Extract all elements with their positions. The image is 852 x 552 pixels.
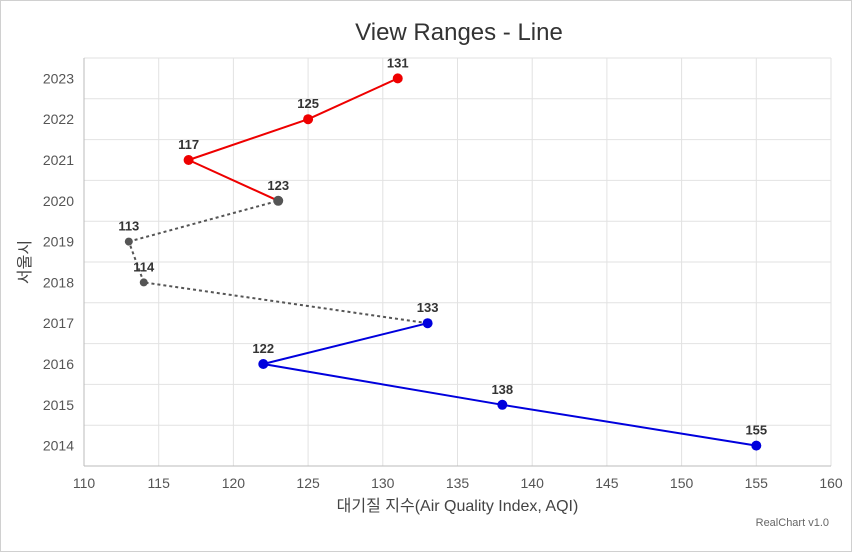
series-segment <box>307 77 399 121</box>
x-tick-label: 150 <box>670 475 694 491</box>
data-label: 113 <box>118 219 139 234</box>
series-segment <box>128 199 279 243</box>
x-tick-label: 155 <box>745 475 769 491</box>
series-lines <box>127 77 757 447</box>
y-tick-label: 2015 <box>43 397 74 413</box>
data-point[interactable] <box>497 399 508 410</box>
credit-label: RealChart v1.0 <box>755 517 829 529</box>
series-segment <box>188 118 309 161</box>
data-label: 123 <box>267 178 289 193</box>
data-label: 125 <box>297 96 319 111</box>
x-axis-title: 대기질 지수(Air Quality Index, AQI) <box>337 497 579 515</box>
data-point[interactable] <box>258 359 269 369</box>
chart-title: View Ranges - Line <box>355 19 563 46</box>
y-tick-label: 2014 <box>43 438 74 454</box>
data-label: 114 <box>133 259 155 274</box>
data-point[interactable] <box>751 440 762 451</box>
x-tick-label: 110 <box>73 475 96 491</box>
series-segment <box>127 241 145 283</box>
data-point[interactable] <box>273 195 284 206</box>
x-tick-labels: 110 115 120 125 130 135 140 145 150 155 160 <box>73 475 843 491</box>
data-point[interactable] <box>183 155 194 165</box>
x-tick-label: 115 <box>148 475 171 491</box>
series-points <box>124 73 762 451</box>
grid <box>83 57 832 467</box>
data-label: 133 <box>417 300 439 315</box>
y-tick-labels: 2014 2015 2016 2017 2018 2019 2020 2021 2022 2023 <box>43 70 74 453</box>
x-tick-label: 125 <box>296 475 320 491</box>
y-tick-label: 2018 <box>43 274 74 290</box>
y-axis-title: 서울시 <box>16 240 34 284</box>
y-tick-label: 2023 <box>43 70 74 86</box>
series-segment <box>263 322 428 365</box>
data-point[interactable] <box>422 318 433 329</box>
y-tick-label: 2016 <box>43 356 74 372</box>
x-tick-label: 140 <box>521 475 545 491</box>
x-tick-label: 120 <box>222 475 246 491</box>
data-point[interactable] <box>303 114 314 125</box>
data-label: 131 <box>387 55 409 70</box>
data-point[interactable] <box>124 237 133 246</box>
data-point[interactable] <box>139 278 148 287</box>
series-segment <box>188 159 279 202</box>
x-tick-label: 160 <box>819 475 843 491</box>
x-tick-label: 135 <box>446 475 470 491</box>
y-tick-label: 2017 <box>43 315 74 331</box>
x-tick-label: 130 <box>371 475 395 491</box>
y-tick-label: 2020 <box>43 193 74 209</box>
data-point[interactable] <box>392 73 403 84</box>
y-tick-label: 2022 <box>43 111 74 127</box>
series-segment <box>263 363 503 406</box>
data-labels: 155 138 122 133 114 113 123 117 125 131 <box>118 55 767 437</box>
series-segment <box>502 403 757 447</box>
y-tick-label: 2019 <box>43 234 74 250</box>
data-label: 138 <box>491 382 513 397</box>
y-tick-label: 2021 <box>43 152 74 168</box>
data-label: 117 <box>178 137 199 152</box>
data-label: 155 <box>745 423 767 438</box>
x-tick-label: 145 <box>595 475 619 491</box>
axes <box>83 58 831 467</box>
data-label: 122 <box>252 341 274 356</box>
